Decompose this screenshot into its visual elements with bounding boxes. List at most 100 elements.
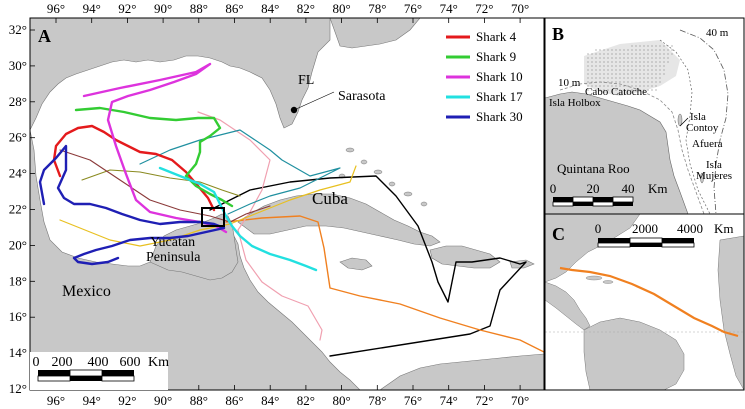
shaded-dot: [655, 89, 657, 91]
shaded-dot: [615, 81, 617, 83]
shaded-dot: [615, 57, 617, 59]
a-bottom-lon-label: 76°: [404, 393, 422, 408]
shaded-dot: [615, 61, 617, 63]
shark-tracks: [38, 62, 544, 357]
shaded-dot: [591, 81, 593, 83]
panel-b-land: [545, 91, 689, 214]
shaded-dot: [619, 81, 621, 83]
shaded-dot: [627, 53, 629, 55]
shaded-dot: [619, 61, 621, 63]
shaded-dot: [647, 49, 649, 51]
shaded-dot: [627, 49, 629, 51]
contour-10m: [559, 81, 705, 214]
shaded-dot: [647, 53, 649, 55]
shaded-dot: [631, 85, 633, 87]
shaded-dot: [647, 73, 649, 75]
shaded-dot: [663, 53, 665, 55]
shaded-dot: [651, 53, 653, 55]
track-orange: [225, 215, 544, 353]
a-top-lon-label: 76°: [404, 1, 422, 16]
panel-b-scale-bar: 0 20 40 Km: [550, 181, 668, 207]
shaded-dot: [631, 53, 633, 55]
panel-a: 96° 94° 92° 90° 88° 86° 84° 82° 80° 78° 76° 74° 72° 7…: [9, 1, 545, 408]
shaded-dot: [591, 57, 593, 59]
shaded-dot: [607, 53, 609, 55]
shaded-dot: [631, 69, 633, 71]
shaded-dot: [643, 73, 645, 75]
scale-a-unit: Km: [148, 355, 169, 370]
a-top-lon-label: 82°: [297, 1, 315, 16]
shaded-dot: [655, 45, 657, 47]
shaded-dot: [615, 89, 617, 91]
shaded-dot: [671, 53, 673, 55]
shaded-dot: [667, 61, 669, 63]
shaded-dot: [647, 85, 649, 87]
shaded-dot: [647, 61, 649, 63]
shaded-dot: [643, 89, 645, 91]
scale-c-tick-1: 2000: [632, 221, 658, 236]
a-bottom-lon-label: 78°: [368, 393, 386, 408]
shaded-dot: [659, 69, 661, 71]
shaded-dot: [643, 57, 645, 59]
shaded-dot: [607, 61, 609, 63]
jamaica-landmass: [339, 257, 373, 271]
shaded-dot: [591, 77, 593, 79]
panel-c-south-america: [583, 317, 685, 390]
a-top-lon-label: 92°: [118, 1, 136, 16]
a-top-lon-label: 78°: [368, 1, 386, 16]
track-shark9: [74, 106, 234, 208]
south-america-landmass: [379, 353, 544, 390]
a-lat-label: 12°: [9, 381, 27, 396]
label-fl: FL: [298, 73, 314, 88]
shaded-dot: [659, 73, 661, 75]
a-bottom-lon-label: 82°: [297, 393, 315, 408]
label-cuba: Cuba: [312, 189, 348, 208]
shaded-dot: [603, 65, 605, 67]
shaded-dot: [631, 65, 633, 67]
shaded-dot: [603, 77, 605, 79]
shaded-dot: [655, 65, 657, 67]
a-top-lon-label: 72°: [475, 1, 493, 16]
shaded-dot: [639, 65, 641, 67]
legend-label: Shark 4: [476, 29, 517, 44]
shaded-dot: [587, 61, 589, 63]
shaded-dot: [603, 85, 605, 87]
label-afuera: Afuera: [692, 138, 723, 150]
panel-c-africa: [717, 235, 744, 390]
shaded-dot: [659, 49, 661, 51]
scale-c-tick-0: 0: [595, 221, 602, 236]
a-lat-label: 20°: [9, 237, 27, 252]
scale-b-tick-2: 40: [622, 181, 635, 196]
shaded-dot: [619, 69, 621, 71]
shaded-dot: [619, 89, 621, 91]
hispaniola-landmass: [429, 245, 501, 269]
shaded-dot: [635, 61, 637, 63]
shaded-dot: [663, 49, 665, 51]
scale-a-tick-0: 0: [33, 355, 40, 370]
a-lat-label: 18°: [9, 273, 27, 288]
shaded-dot: [627, 81, 629, 83]
label-yucatan: Yucatan: [150, 235, 195, 250]
shaded-dot: [611, 57, 613, 59]
shaded-dot: [611, 77, 613, 79]
shaded-dot: [587, 81, 589, 83]
panel-c-label: C: [552, 224, 565, 244]
a-lat-label: 28°: [9, 94, 27, 109]
shaded-dot: [615, 77, 617, 79]
shaded-dot: [631, 81, 633, 83]
a-lat-label: 30°: [9, 58, 27, 73]
shaded-dot: [627, 73, 629, 75]
scale-a-tick-2: 400: [88, 355, 109, 370]
shaded-dot: [655, 85, 657, 87]
shaded-dot: [619, 65, 621, 67]
shaded-dot: [603, 89, 605, 91]
shaded-dot: [651, 49, 653, 51]
track-pink: [197, 111, 323, 341]
label-40m: 40 m: [706, 27, 729, 39]
shaded-dot: [591, 73, 593, 75]
shaded-dot: [607, 81, 609, 83]
shaded-dot: [587, 69, 589, 71]
shaded-dot: [623, 65, 625, 67]
shaded-dot: [639, 77, 641, 79]
